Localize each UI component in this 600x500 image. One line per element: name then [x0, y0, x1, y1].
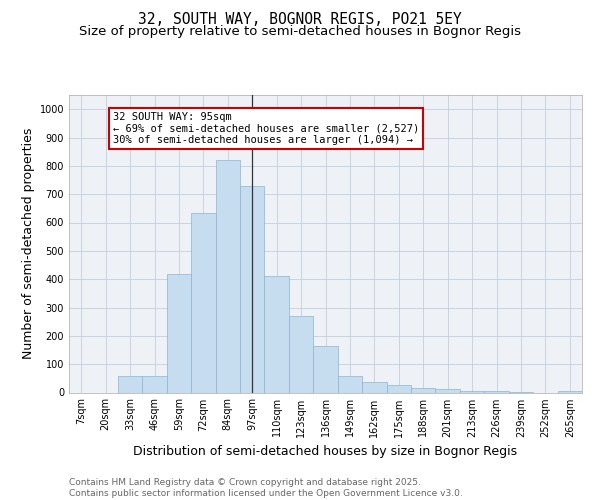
X-axis label: Distribution of semi-detached houses by size in Bognor Regis: Distribution of semi-detached houses by …: [133, 445, 518, 458]
Y-axis label: Number of semi-detached properties: Number of semi-detached properties: [22, 128, 35, 360]
Bar: [215, 160, 240, 392]
Bar: [142, 376, 167, 392]
Bar: [436, 389, 460, 392]
Bar: [557, 391, 582, 392]
Bar: [118, 376, 142, 392]
Text: Size of property relative to semi-detached houses in Bognor Regis: Size of property relative to semi-detach…: [79, 25, 521, 38]
Bar: [313, 346, 338, 393]
Bar: [411, 388, 436, 392]
Text: Contains HM Land Registry data © Crown copyright and database right 2025.
Contai: Contains HM Land Registry data © Crown c…: [69, 478, 463, 498]
Bar: [460, 391, 484, 392]
Bar: [386, 384, 411, 392]
Bar: [191, 212, 215, 392]
Bar: [362, 382, 386, 392]
Bar: [338, 376, 362, 392]
Bar: [240, 186, 265, 392]
Bar: [265, 276, 289, 392]
Text: 32, SOUTH WAY, BOGNOR REGIS, PO21 5EY: 32, SOUTH WAY, BOGNOR REGIS, PO21 5EY: [138, 12, 462, 28]
Text: 32 SOUTH WAY: 95sqm
← 69% of semi-detached houses are smaller (2,527)
30% of sem: 32 SOUTH WAY: 95sqm ← 69% of semi-detach…: [113, 112, 419, 145]
Bar: [289, 316, 313, 392]
Bar: [167, 274, 191, 392]
